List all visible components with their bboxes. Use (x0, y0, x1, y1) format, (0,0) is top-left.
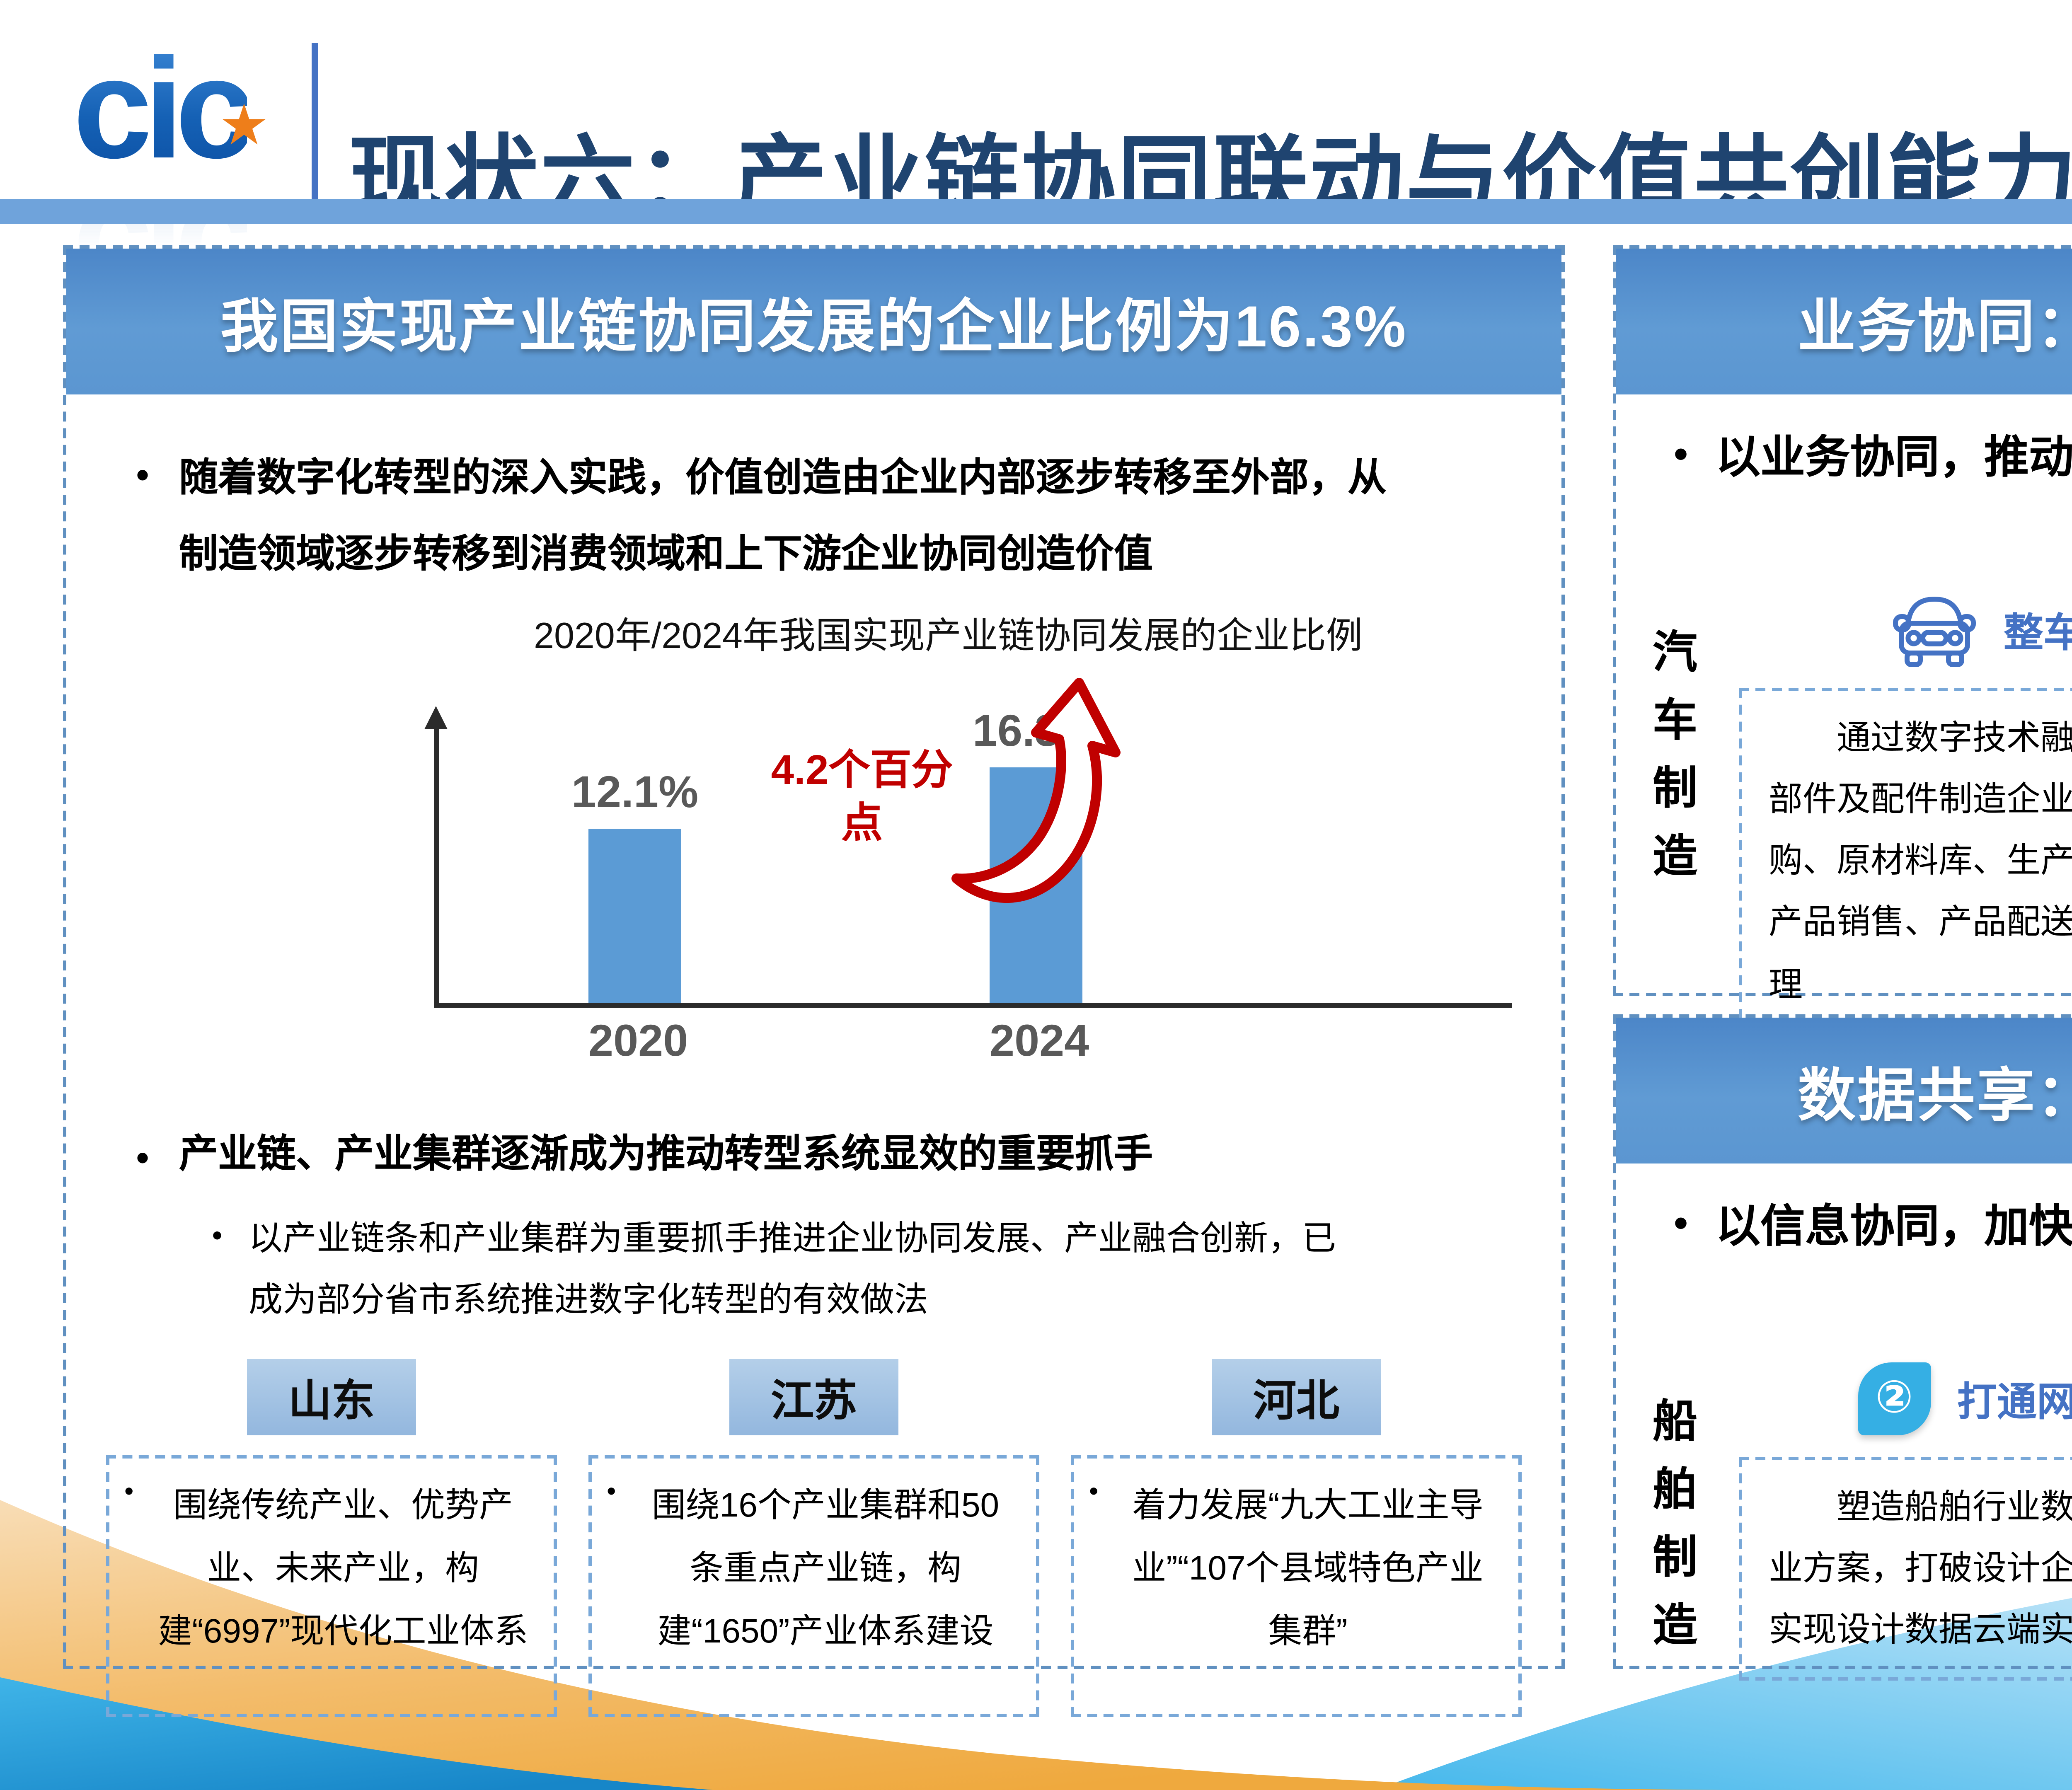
right-bottom-bullet-text: 以信息协同，加快产业链多主体网络化协同 (1716, 1202, 2072, 1251)
bar-value-label-2020: 12.1% (571, 767, 699, 817)
right-bottom-subtitle: “产业链数据交互与协同”实现要点 (1636, 1280, 2072, 1337)
bullet-dot: • (1674, 1202, 1688, 1246)
business-collaboration-panel: 业务协同：行业企业内外部供应链集成运作 • 以业务协同，推动整零协同发展 “整零… (1613, 245, 2072, 1036)
bullet-dot: • (124, 1479, 134, 1507)
province-tab-shandong: 山东 (247, 1359, 416, 1436)
y-axis-arrowhead (424, 705, 448, 729)
right-top-panel-title: 业务协同：行业企业内外部供应链集成运作 (1616, 249, 2072, 394)
bullet-dot: • (212, 1219, 222, 1251)
network-collab-body: 塑造船舶行业数字化网络化设计行业方案，打破设计企业间的地域隔离，实现设计数据云端… (1769, 1488, 2072, 1650)
page-title: 现状六：产业链协同联动与价值共创能力不断提升 (348, 128, 2072, 234)
ship-columns: 船舶制造 ② 打通网络协同研制 塑造船舶行业数字化网络化设计行业方案，打破设计企… (1636, 1353, 2072, 1681)
network-collab-header: ② 打通网络协同研制 (1739, 1353, 2072, 1443)
network-collab-heading: 打通网络协同研制 (1957, 1381, 2072, 1425)
left-sub-bullet-text: 以产业链条和产业集群为重要抓手推进企业协同发展、产业融合创新，已成为部分省市系统… (249, 1219, 1336, 1320)
province-tab-hebei: 河北 (1212, 1359, 1381, 1436)
car-icon (1893, 596, 1975, 666)
bar-group-2020: 12.1% (571, 767, 698, 1002)
province-desc-hebei: 着力发展“九大工业主导业”“107个县域特色产业集群” (1132, 1487, 1484, 1651)
province-tab-jiangsu: 江苏 (729, 1359, 898, 1436)
right-top-bullet: • 以业务协同，推动整零协同发展 (1646, 424, 2072, 491)
right-top-panel-body: • 以业务协同，推动整零协同发展 “整零业务协同”实现要点 汽车制造 (1616, 394, 2072, 1036)
cic-logo: cic ★ cic (73, 30, 305, 335)
bar-2020 (588, 828, 681, 1002)
auto-columns: 汽车制造 (1636, 584, 2072, 1036)
bullet-dot: • (136, 454, 149, 496)
y-axis (434, 728, 439, 1007)
province-desc-jiangsu: 围绕16个产业集群和50条重点产业链，构建“1650”产业体系建设 (651, 1487, 1000, 1651)
province-box-hebei: • 着力发展“九大工业主导业”“107个县域特色产业集群” (1071, 1456, 1522, 1718)
bullet-dot: • (607, 1479, 616, 1507)
province-box-shandong: • 围绕传统产业、优势产业、未来产业，构建“6997”现代化工业体系 (106, 1456, 557, 1718)
chart-plot-area: 12.1% 16.3% 2020 2024 4.2个百分点 (424, 677, 1545, 1065)
province-box-jiangsu: • 围绕16个产业集群和50条重点产业链，构建“1650”产业体系建设 (588, 1456, 1039, 1718)
badge-2-icon: ② (1858, 1362, 1931, 1434)
left-sub-bullet: • 以产业链条和产业集群为重要抓手推进企业协同发展、产业融合创新，已成为部分省市… (186, 1207, 1522, 1333)
bullet-dot: • (1674, 433, 1688, 477)
vehicle-manufacturing-column: 整车制造业务 通过数字技术融合应用，加强与零部件及配件制造企业在供应链物料采购、… (1739, 584, 2072, 1036)
side-label-auto-manufacturing: 汽车制造 (1646, 627, 1696, 899)
left-panel-title: 我国实现产业链协同发展的企业比例为16.3% (66, 249, 1561, 394)
header-underline-bar (0, 199, 2072, 224)
province-examples: 山东 • 围绕传统产业、优势产业、未来产业，构建“6997”现代化工业体系 江苏… (106, 1359, 1522, 1718)
x-axis (434, 1002, 1512, 1007)
bullet-dot: • (136, 1136, 149, 1178)
province-desc-shandong: 围绕传统产业、优势产业、未来产业，构建“6997”现代化工业体系 (158, 1487, 528, 1651)
data-sharing-panel: 数据共享：行业企业多主体协同设计与制造 • 以信息协同，加快产业链多主体网络化协… (1613, 1014, 2072, 1681)
left-panel-body: • 随着数字化转型的深入实践，价值创造由企业内部逐步转移至外部，从制造领域逐步转… (66, 394, 1561, 1718)
left-bullet-1-text: 随着数字化转型的深入实践，价值创造由企业内部逐步转移至外部，从制造领域逐步转移到… (179, 456, 1387, 575)
bullet-dot: • (1089, 1479, 1099, 1507)
x-tick-2024: 2024 (990, 1015, 1089, 1065)
chart-annotation-text: 4.2个百分点 (771, 747, 953, 847)
bar-chart: 2020年/2024年我国实现产业链协同发展的企业比例 12.1% 16.3% … (318, 606, 1578, 1103)
province-item-hebei: 河北 • 着力发展“九大工业主导业”“107个县域特色产业集群” (1071, 1359, 1522, 1718)
x-tick-2020: 2020 (588, 1015, 688, 1065)
province-item-shandong: 山东 • 围绕传统产业、优势产业、未来产业，构建“6997”现代化工业体系 (106, 1359, 557, 1718)
header-divider (312, 43, 318, 199)
chart-title: 2020年/2024年我国实现产业链协同发展的企业比例 (534, 614, 1363, 656)
right-bottom-panel-title: 数据共享：行业企业多主体协同设计与制造 (1616, 1018, 2072, 1164)
network-collab-box: 塑造船舶行业数字化网络化设计行业方案，打破设计企业间的地域隔离，实现设计数据云端… (1739, 1456, 2072, 1681)
side-label-ship-manufacturing: 船舶制造 (1646, 1396, 1696, 1668)
right-top-subtitle: “整零业务协同”实现要点 (1636, 511, 2072, 568)
left-bullet-1: • 随着数字化转型的深入实践，价值创造由企业内部逐步转移至外部，从制造领域逐步转… (106, 441, 1522, 593)
right-bottom-bullet: • 以信息协同，加快产业链多主体网络化协同 (1646, 1193, 2072, 1260)
vehicle-column-box: 通过数字技术融合应用，加强与零部件及配件制造企业在供应链物料采购、原材料库、生产… (1739, 687, 2072, 1036)
right-top-bullet-text: 以业务协同，推动整零协同发展 (1716, 433, 2072, 482)
industry-chain-ratio-panel: 我国实现产业链协同发展的企业比例为16.3% • 随着数字化转型的深入实践，价值… (63, 245, 1565, 1718)
star-icon: ★ (219, 94, 269, 157)
network-collab-column: ② 打通网络协同研制 塑造船舶行业数字化网络化设计行业方案，打破设计企业间的地域… (1739, 1353, 2072, 1681)
left-bullet-2: • 产业链、产业集群逐渐成为推动转型系统显效的重要抓手 (106, 1123, 1522, 1195)
province-item-jiangsu: 江苏 • 围绕16个产业集群和50条重点产业链，构建“1650”产业体系建设 (588, 1359, 1039, 1718)
vehicle-column-header: 整车制造业务 (1739, 584, 2072, 674)
right-bottom-panel-body: • 以信息协同，加快产业链多主体网络化协同 “产业链数据交互与协同”实现要点 船… (1616, 1164, 2072, 1681)
up-arrow-icon (951, 677, 1121, 902)
cic-logo-text: cic (73, 30, 254, 189)
left-bullet-2-text: 产业链、产业集群逐渐成为推动转型系统显效的重要抓手 (179, 1131, 1153, 1175)
vehicle-column-heading: 整车制造业务 (2004, 612, 2072, 656)
vehicle-column-body: 通过数字技术融合应用，加强与零部件及配件制造企业在供应链物料采购、原材料库、生产… (1769, 718, 2072, 1004)
